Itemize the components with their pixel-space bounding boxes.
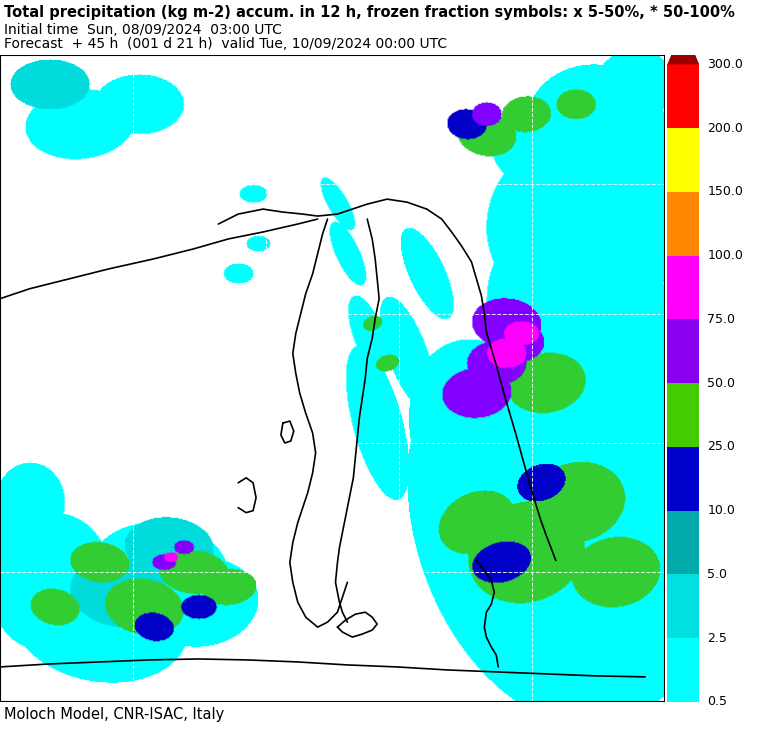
Bar [667, 256, 699, 319]
Bar [667, 192, 699, 256]
Bar [667, 510, 699, 575]
Text: 300.0: 300.0 [708, 58, 743, 71]
Text: 150.0: 150.0 [708, 186, 743, 198]
Text: Initial time  Sun, 08/09/2024  03:00 UTC: Initial time Sun, 08/09/2024 03:00 UTC [4, 23, 282, 37]
Text: 10.0: 10.0 [708, 504, 735, 517]
Text: Moloch Model, CNR-ISAC, Italy: Moloch Model, CNR-ISAC, Italy [4, 707, 224, 722]
Bar [667, 638, 699, 702]
Polygon shape [667, 26, 699, 64]
Text: 0.5: 0.5 [708, 695, 727, 708]
Bar [667, 575, 699, 638]
Text: 50.0: 50.0 [708, 376, 735, 390]
Text: Total precipitation (kg m-2) accum. in 12 h, frozen fraction symbols: x 5-50%, *: Total precipitation (kg m-2) accum. in 1… [4, 5, 735, 20]
Bar [667, 383, 699, 447]
Text: 75.0: 75.0 [708, 313, 735, 326]
Bar [667, 447, 699, 510]
Bar [667, 128, 699, 192]
Text: 200.0: 200.0 [708, 121, 743, 135]
Text: 100.0: 100.0 [708, 249, 743, 262]
Text: 2.5: 2.5 [708, 632, 727, 645]
Text: 5.0: 5.0 [708, 568, 727, 581]
Bar [667, 64, 699, 128]
Text: Forecast  + 45 h  (001 d 21 h)  valid Tue, 10/09/2024 00:00 UTC: Forecast + 45 h (001 d 21 h) valid Tue, … [4, 37, 447, 50]
Bar [667, 319, 699, 383]
Text: 25.0: 25.0 [708, 440, 735, 453]
